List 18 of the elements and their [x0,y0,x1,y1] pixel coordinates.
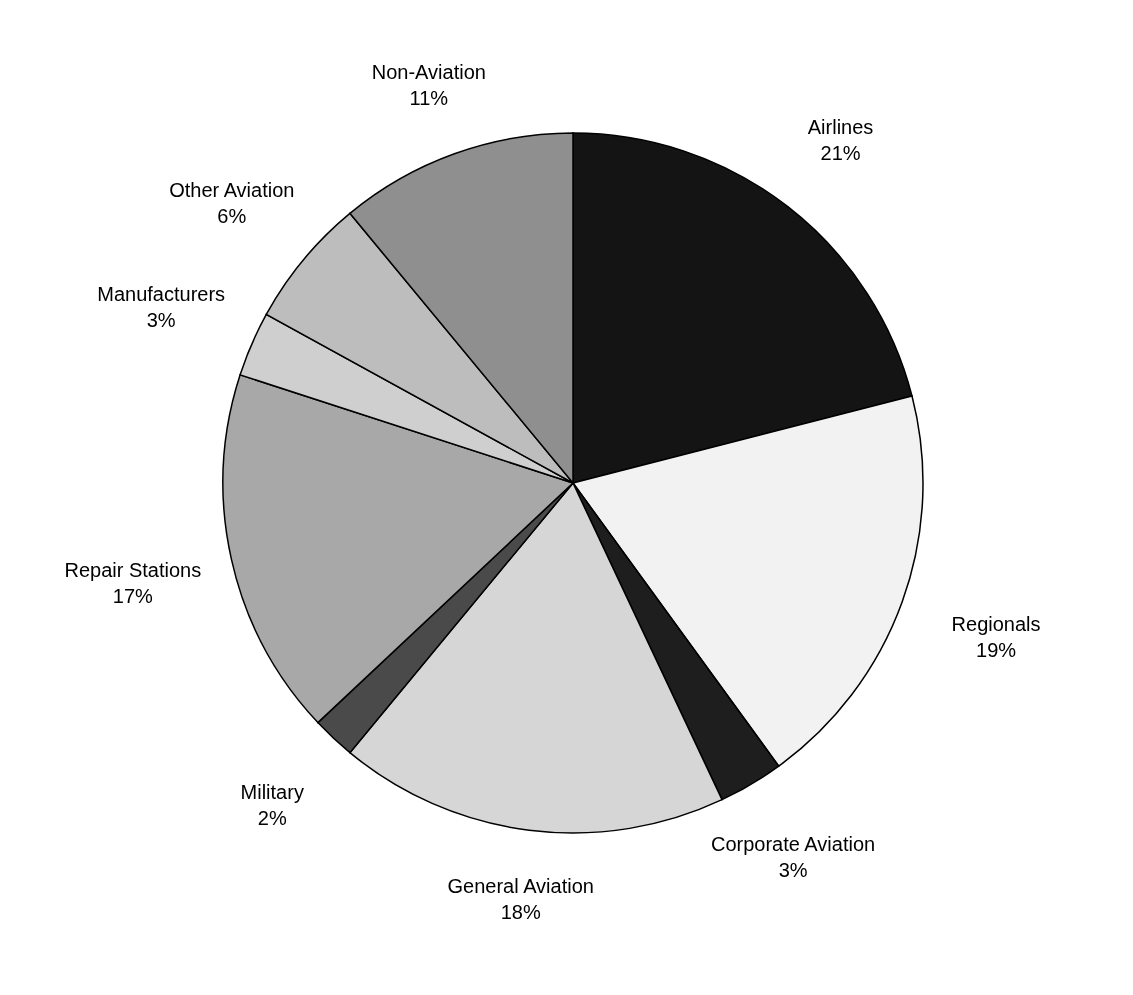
data-label: 17% [112,585,154,608]
slice-label: Repair Stations [64,559,202,582]
data-label: 3% [778,859,808,882]
slice-label: General Aviation [447,874,594,897]
slice-label: Military [240,781,304,804]
data-label: 11% [409,86,449,109]
data-label: 2% [257,807,287,830]
slice-label: Regionals [951,613,1041,636]
data-label: 18% [500,900,541,923]
slice-label: Airlines [807,116,874,139]
slice-label: Manufacturers [97,282,226,305]
data-label: 19% [976,639,1017,662]
slice-label: Corporate Aviation [711,833,876,856]
data-label: 6% [217,204,247,227]
data-label: 21% [820,142,861,165]
slice-label: Non-Aviation [371,60,486,83]
slice-label: Other Aviation [169,178,295,201]
data-label: 3% [146,308,176,331]
